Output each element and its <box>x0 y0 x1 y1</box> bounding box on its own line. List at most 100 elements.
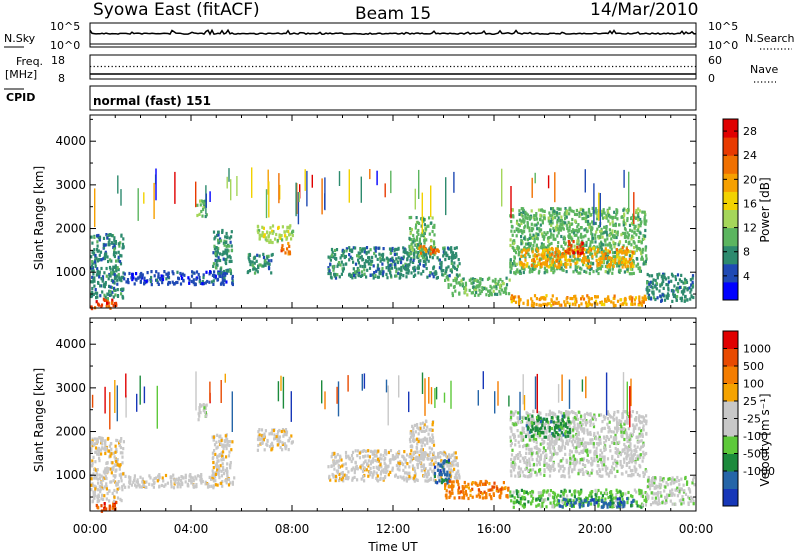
range-cell <box>223 271 226 276</box>
range-cell <box>219 434 222 438</box>
range-cell <box>628 473 631 478</box>
range-cell <box>511 233 514 237</box>
range-cell <box>588 473 591 477</box>
range-cell <box>595 258 598 262</box>
range-cell <box>607 298 611 302</box>
range-cell <box>367 256 370 260</box>
range-cell <box>641 237 644 241</box>
range-cell <box>599 244 602 248</box>
range-cell <box>222 443 225 447</box>
range-cell <box>205 403 208 407</box>
range-cell <box>499 292 502 296</box>
range-cell <box>228 236 231 240</box>
range-cell <box>510 229 513 233</box>
range-cell <box>614 433 617 437</box>
range-cell <box>628 257 631 261</box>
range-cell <box>229 440 232 444</box>
range-cell <box>423 253 426 257</box>
range-cell <box>117 268 120 272</box>
range-cell <box>166 481 169 485</box>
range-cell <box>630 455 633 459</box>
range-cell <box>404 262 407 266</box>
range-cell <box>583 243 586 247</box>
range-cell <box>447 477 450 481</box>
range-cell <box>570 458 573 462</box>
range-cell <box>405 275 408 279</box>
range-cell <box>368 455 371 459</box>
range-cell <box>590 213 593 217</box>
range-cell <box>97 249 100 253</box>
range-cell <box>549 235 552 239</box>
range-cell <box>381 258 384 262</box>
range-cell <box>532 418 535 422</box>
range-cell <box>464 290 467 294</box>
range-cell <box>230 235 233 239</box>
range-cell <box>441 273 444 277</box>
range-cell <box>547 434 550 439</box>
range-cell <box>535 302 538 307</box>
range-cell <box>510 453 514 457</box>
range-cell <box>549 464 552 469</box>
range-cell <box>139 280 142 284</box>
range-cell <box>473 293 477 297</box>
range-cell <box>554 250 557 255</box>
range-cell <box>553 229 556 233</box>
range-cell <box>352 260 355 264</box>
range-cell <box>91 264 94 268</box>
range-cell <box>594 252 597 256</box>
range-cell <box>436 248 439 252</box>
colorbar-swatch <box>723 209 738 229</box>
range-cell <box>429 255 432 259</box>
range-cell <box>517 230 520 234</box>
range-cell <box>618 268 621 272</box>
range-cell <box>629 459 632 463</box>
range-cell <box>633 465 636 469</box>
range-cell <box>498 488 501 492</box>
range-cell <box>370 460 373 464</box>
range-cell <box>541 234 544 238</box>
range-cell <box>437 451 440 456</box>
range-cell <box>670 279 673 283</box>
range-cell <box>369 462 372 466</box>
range-cell <box>532 233 535 237</box>
range-cell <box>281 441 284 445</box>
range-cell <box>408 252 411 256</box>
range-cell <box>360 255 363 259</box>
range-cell <box>249 263 252 267</box>
range-cell <box>424 262 427 266</box>
range-cell <box>652 296 656 300</box>
range-cell <box>334 474 338 478</box>
range-cell <box>449 471 452 475</box>
range-cell <box>465 493 468 497</box>
range-cell <box>588 302 592 306</box>
range-cell <box>589 441 592 445</box>
range-cell <box>102 497 105 501</box>
range-cell <box>339 256 342 260</box>
nsearch-label: N.Search <box>745 32 795 45</box>
range-cell <box>600 260 603 264</box>
range-cell <box>587 207 591 212</box>
range-cell <box>563 249 566 253</box>
range-cell <box>276 437 279 442</box>
range-cell <box>285 433 288 437</box>
range-cell <box>501 280 504 284</box>
range-cell <box>604 215 607 220</box>
range-cell <box>463 486 466 490</box>
range-cell <box>94 460 97 464</box>
range-cell <box>197 418 200 422</box>
range-cell <box>173 282 176 286</box>
range-cell <box>467 482 470 486</box>
range-cell <box>595 254 598 258</box>
range-cell <box>92 443 95 447</box>
range-cell <box>430 239 433 243</box>
range-cell <box>298 192 300 203</box>
range-cell <box>572 437 575 441</box>
range-cell <box>580 232 583 236</box>
range-cell <box>287 229 290 234</box>
range-cell <box>635 468 638 472</box>
range-cell <box>425 266 428 271</box>
range-cell <box>212 486 215 490</box>
range-cell <box>281 428 285 432</box>
range-cell <box>574 463 577 467</box>
range-cell <box>99 490 102 494</box>
